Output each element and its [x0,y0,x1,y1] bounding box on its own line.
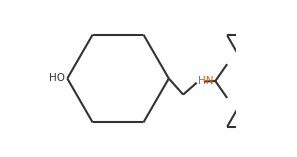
Text: HN: HN [198,76,213,86]
Text: HO: HO [49,73,65,84]
